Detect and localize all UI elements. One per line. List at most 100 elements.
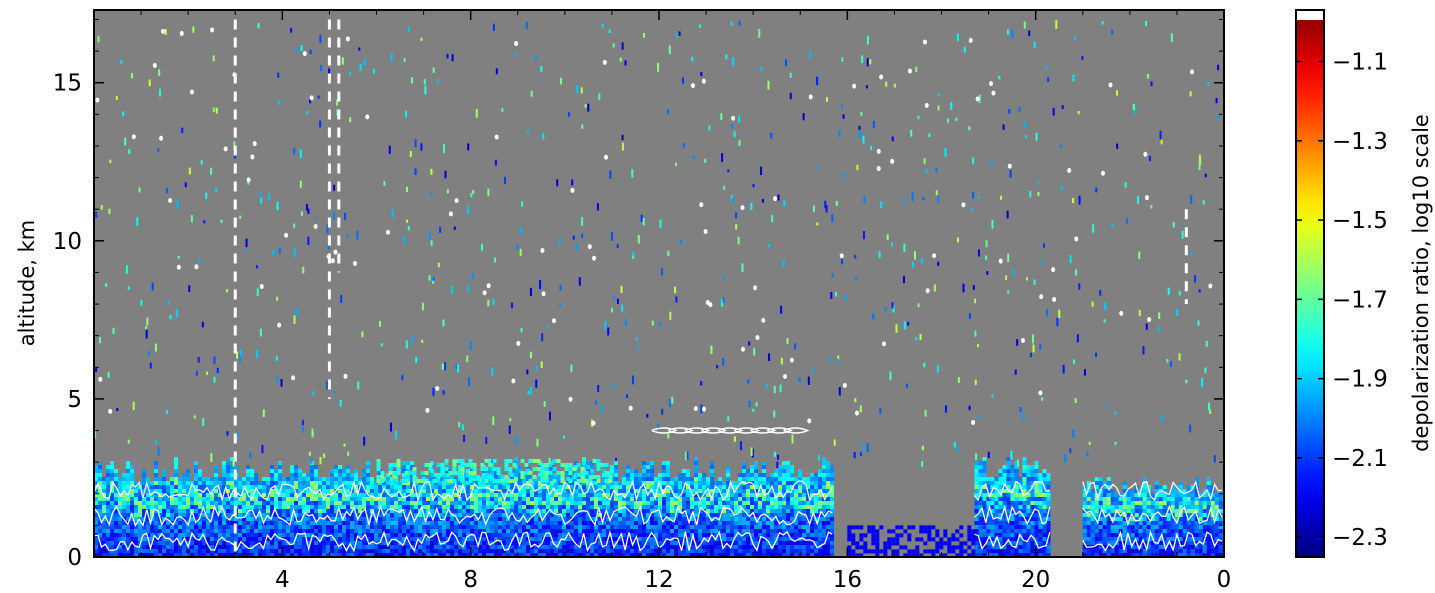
heatmap-cell — [374, 537, 378, 541]
heatmap-cell — [990, 497, 995, 501]
heatmap-cell — [342, 553, 346, 557]
heatmap-cell — [194, 529, 198, 533]
heatmap-cell — [678, 521, 682, 525]
heatmap-cell — [454, 493, 458, 497]
heatmap-cell — [102, 533, 106, 537]
heatmap-cell — [186, 541, 190, 545]
heatmap-cell — [510, 501, 514, 505]
heatmap-cell — [742, 493, 746, 497]
heatmap-cell — [1086, 541, 1091, 545]
heatmap-cell — [674, 521, 678, 525]
heatmap-cell — [1154, 549, 1159, 553]
heatmap-cell — [1130, 537, 1135, 541]
heatmap-cell — [1114, 501, 1119, 505]
heatmap-cell — [1018, 541, 1023, 545]
heatmap-cell — [986, 517, 991, 521]
heatmap-cell — [762, 489, 766, 493]
heatmap-cell — [1014, 477, 1019, 481]
heatmap-cell — [622, 525, 626, 529]
heatmap-cell — [982, 529, 987, 533]
heatmap-cell — [1202, 525, 1207, 529]
heatmap-cell — [338, 493, 342, 497]
heatmap-cell — [622, 533, 626, 537]
heatmap-cell — [282, 497, 286, 501]
heatmap-cell — [222, 505, 226, 509]
heatmap-cell — [466, 509, 470, 513]
heatmap-cell — [1122, 541, 1127, 545]
heatmap-cell — [114, 497, 118, 501]
heatmap-cell — [738, 517, 742, 521]
heatmap-cell — [410, 549, 414, 553]
heatmap-cell — [486, 553, 490, 557]
heatmap-cell — [526, 493, 530, 497]
heatmap-cell — [182, 509, 186, 513]
heatmap-cell — [646, 521, 650, 525]
heatmap-cell — [662, 469, 666, 473]
heatmap-cell — [794, 529, 798, 533]
heatmap-cell — [222, 469, 226, 473]
heatmap-cell — [242, 509, 246, 513]
heatmap-cell — [746, 497, 750, 501]
heatmap-cell — [1102, 509, 1107, 513]
heatmap-cell — [1094, 497, 1099, 501]
heatmap-cell — [594, 509, 598, 513]
heatmap-cell — [274, 553, 278, 557]
heatmap-cell — [554, 485, 558, 489]
heatmap-cell — [206, 541, 210, 545]
heatmap-cell — [258, 525, 262, 529]
heatmap-cell — [478, 485, 482, 489]
heatmap-cell — [514, 541, 518, 545]
heatmap-cell — [1126, 525, 1131, 529]
heatmap-cell — [358, 521, 362, 525]
heatmap-cell — [362, 513, 366, 517]
heatmap-cell — [286, 477, 290, 481]
heatmap-cell — [530, 505, 534, 509]
heatmap-cell — [230, 489, 234, 493]
heatmap-cell — [1182, 489, 1187, 493]
heatmap-cell — [990, 545, 995, 549]
heatmap-cell — [586, 465, 590, 469]
heatmap-cell — [210, 485, 214, 489]
heatmap-cell — [1030, 517, 1035, 521]
heatmap-cell — [382, 537, 386, 541]
heatmap-cell — [414, 525, 418, 529]
heatmap-cell — [386, 493, 390, 497]
heatmap-cell — [1034, 529, 1039, 533]
heatmap-cell — [198, 485, 202, 489]
heatmap-cell — [974, 517, 979, 521]
heatmap-cell — [326, 517, 330, 521]
heatmap-cell — [566, 537, 570, 541]
heatmap-cell — [338, 553, 342, 557]
heatmap-cell — [742, 461, 746, 465]
heatmap-cell — [1150, 549, 1155, 553]
heatmap-cell — [318, 485, 322, 489]
heatmap-cell — [518, 497, 522, 501]
heatmap-cell — [1130, 501, 1135, 505]
heatmap-cell — [450, 549, 454, 553]
heatmap-cell — [210, 521, 214, 525]
heatmap-cell — [614, 485, 618, 489]
heatmap-cell — [1002, 529, 1007, 533]
heatmap-cell — [262, 509, 266, 513]
heatmap-cell — [174, 529, 178, 533]
heatmap-cell — [646, 489, 650, 493]
heatmap-cell — [222, 497, 226, 501]
heatmap-cell — [818, 541, 822, 545]
heatmap-cell — [782, 541, 786, 545]
heatmap-cell — [342, 481, 346, 485]
heatmap-cell — [1154, 513, 1159, 517]
heatmap-cell — [974, 497, 979, 501]
heatmap-cell — [182, 533, 186, 537]
heatmap-cell — [582, 481, 586, 485]
heatmap-cell — [170, 505, 174, 509]
heatmap-cell — [1006, 477, 1011, 481]
heatmap-cell — [150, 533, 154, 537]
heatmap-cell — [710, 469, 714, 473]
heatmap-cell — [422, 549, 426, 553]
heatmap-cell — [1014, 521, 1019, 525]
heatmap-cell — [698, 501, 702, 505]
heatmap-cell — [738, 541, 742, 545]
heatmap-cell — [450, 541, 454, 545]
heatmap-cell — [550, 549, 554, 553]
heatmap-cell — [1166, 509, 1171, 513]
